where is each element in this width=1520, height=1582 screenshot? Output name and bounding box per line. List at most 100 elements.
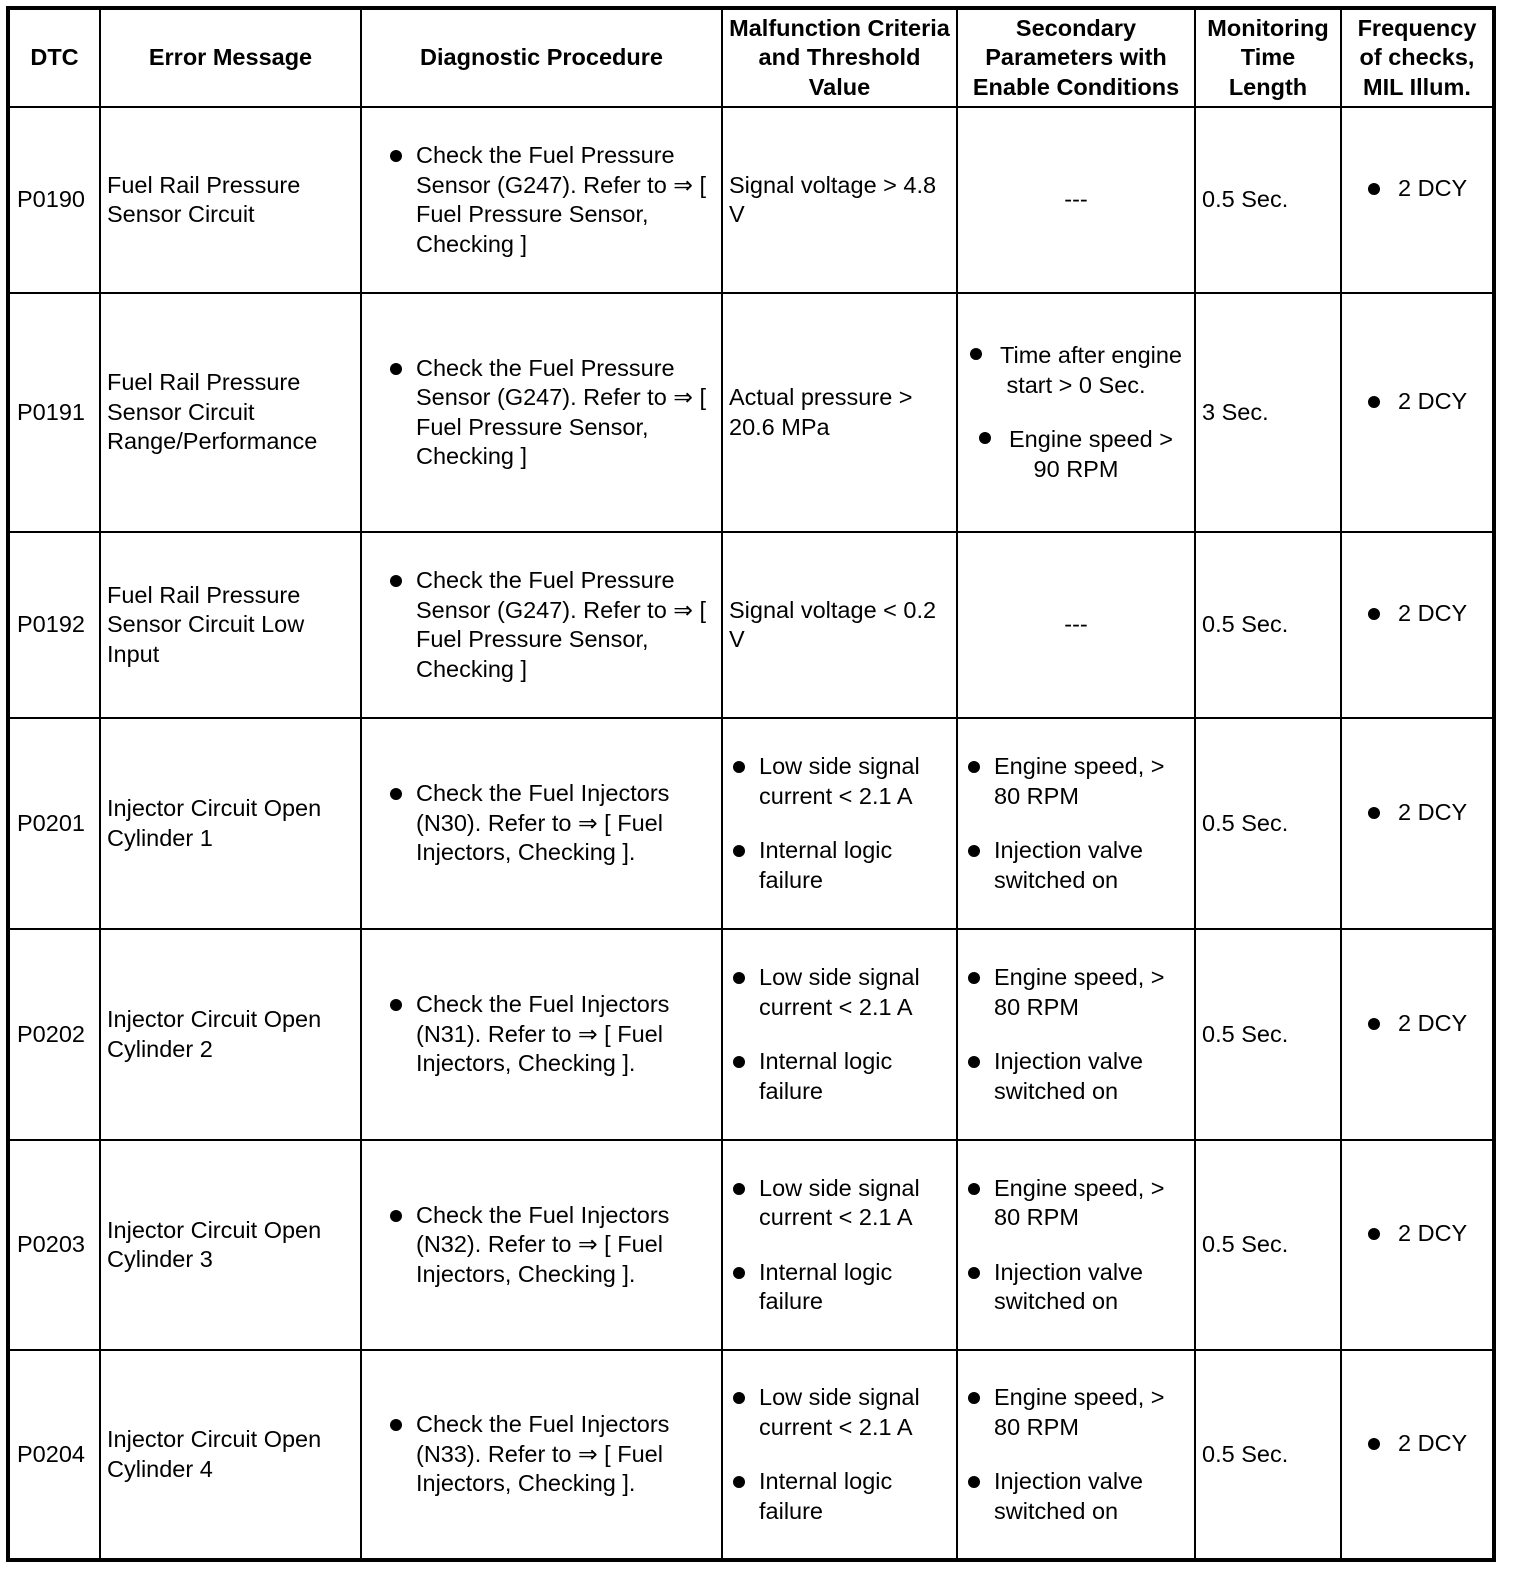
- dtc-code: P0202: [7, 928, 101, 1141]
- secondary-parameters: ---: [956, 531, 1196, 719]
- table-row: P0201 Injector Circuit Open Cylinder 1 Che…: [7, 717, 1495, 930]
- error-message: Injector Circuit Open Cylinder 4: [99, 1349, 362, 1561]
- bullet-item: Check the Fuel Pressure Sensor (G247). R…: [368, 354, 715, 472]
- diagnostic-procedure: Check the Fuel Injectors (N33). Refer to…: [360, 1349, 723, 1561]
- bullet-list: Check the Fuel Injectors (N31). Refer to…: [368, 990, 715, 1079]
- bullet-item: Internal logic failure: [729, 1467, 950, 1526]
- secondary-parameters: Engine speed, > 80 RPM Injection valve sw…: [956, 717, 1196, 930]
- bullet-item: Internal logic failure: [729, 1258, 950, 1317]
- frequency-mil: 2 DCY: [1340, 717, 1495, 930]
- bullet-text: Check the Fuel Injectors (N31). Refer to…: [416, 991, 670, 1077]
- frequency-mil: 2 DCY: [1340, 531, 1495, 719]
- bullet-list: Check the Fuel Injectors (N30). Refer to…: [368, 779, 715, 868]
- header-secondary-parameters: Secondary Parameters with Enable Conditi…: [956, 7, 1196, 108]
- dtc-code: P0190: [7, 106, 101, 294]
- header-monitoring-time: Monitoring Time Length: [1194, 7, 1342, 108]
- bullet-text: Check the Fuel Pressure Sensor (G247). R…: [416, 142, 707, 257]
- frequency-mil: 2 DCY: [1340, 292, 1495, 533]
- bullet-list: Check the Fuel Pressure Sensor (G247). R…: [368, 566, 715, 684]
- monitoring-time: 0.5 Sec.: [1194, 531, 1342, 719]
- bullet-list: Low side signal current < 2.1 A Internal …: [729, 752, 950, 895]
- bullet-list: Time after engine start > 0 Sec. Engine s…: [964, 341, 1188, 484]
- header-malfunction-criteria: Malfunction Criteria and Threshold Value: [721, 7, 958, 108]
- frequency-mil: 2 DCY: [1340, 106, 1495, 294]
- bullet-icon: [970, 347, 982, 360]
- bullet-text: Internal logic failure: [759, 1468, 893, 1524]
- bullet-list: Low side signal current < 2.1 A Internal …: [729, 1174, 950, 1317]
- header-row: DTC Error Message Diagnostic Procedure M…: [7, 7, 1495, 108]
- monitoring-time: 0.5 Sec.: [1194, 106, 1342, 294]
- bullet-text: Check the Fuel Injectors (N30). Refer to…: [416, 780, 670, 866]
- bullet-list: 2 DCY: [1348, 387, 1486, 417]
- bullet-item: 2 DCY: [1348, 798, 1486, 828]
- error-message: Fuel Rail Pressure Sensor Circuit Low In…: [99, 531, 362, 719]
- bullet-item: Injection valve switched on: [964, 1047, 1188, 1106]
- bullet-text: Low side signal current < 2.1 A: [759, 1384, 920, 1440]
- dtc-code: P0201: [7, 717, 101, 930]
- malfunction-criteria: Low side signal current < 2.1 A Internal …: [721, 1139, 958, 1351]
- bullet-item: Low side signal current < 2.1 A: [729, 1383, 950, 1442]
- diagnostic-procedure: Check the Fuel Pressure Sensor (G247). R…: [360, 292, 723, 533]
- bullet-text: Internal logic failure: [759, 1048, 893, 1104]
- bullet-list: 2 DCY: [1348, 1009, 1486, 1039]
- bullet-text: 2 DCY: [1398, 1009, 1468, 1036]
- bullet-text: Internal logic failure: [759, 837, 893, 893]
- bullet-item: Check the Fuel Pressure Sensor (G247). R…: [368, 141, 715, 259]
- bullet-text: Low side signal current < 2.1 A: [759, 964, 920, 1020]
- bullet-text: 2 DCY: [1398, 600, 1468, 627]
- bullet-list: Engine speed, > 80 RPM Injection valve sw…: [964, 963, 1188, 1106]
- bullet-text: Check the Fuel Pressure Sensor (G247). R…: [416, 354, 707, 470]
- bullet-list: 2 DCY: [1348, 1219, 1486, 1249]
- bullet-list: Check the Fuel Pressure Sensor (G247). R…: [368, 354, 715, 472]
- bullet-list: Check the Fuel Pressure Sensor (G247). R…: [368, 141, 715, 259]
- header-frequency: Frequency of checks, MIL Illum.: [1340, 7, 1495, 108]
- bullet-text: Check the Fuel Injectors (N32). Refer to…: [416, 1201, 670, 1287]
- table-row: P0203 Injector Circuit Open Cylinder 3 Che…: [7, 1139, 1495, 1351]
- error-message: Fuel Rail Pressure Sensor Circuit Range/…: [99, 292, 362, 533]
- bullet-text: Engine speed, > 80 RPM: [994, 1384, 1165, 1440]
- bullet-item: Internal logic failure: [729, 1047, 950, 1106]
- header-diagnostic-procedure: Diagnostic Procedure: [360, 7, 723, 108]
- error-message: Injector Circuit Open Cylinder 3: [99, 1139, 362, 1351]
- bullet-item: Low side signal current < 2.1 A: [729, 752, 950, 811]
- diagnostic-procedure: Check the Fuel Pressure Sensor (G247). R…: [360, 531, 723, 719]
- bullet-item: Check the Fuel Injectors (N31). Refer to…: [368, 990, 715, 1079]
- bullet-item: Check the Fuel Injectors (N30). Refer to…: [368, 779, 715, 868]
- bullet-list: Check the Fuel Injectors (N32). Refer to…: [368, 1201, 715, 1290]
- monitoring-time: 0.5 Sec.: [1194, 1349, 1342, 1561]
- diagnostic-procedure: Check the Fuel Injectors (N31). Refer to…: [360, 928, 723, 1141]
- malfunction-criteria: Signal voltage > 4.8 V: [721, 106, 958, 294]
- monitoring-time: 0.5 Sec.: [1194, 717, 1342, 930]
- bullet-text: Time after engine start > 0 Sec.: [1000, 342, 1182, 398]
- malfunction-criteria: Low side signal current < 2.1 A Internal …: [721, 1349, 958, 1561]
- bullet-list: Low side signal current < 2.1 A Internal …: [729, 963, 950, 1106]
- bullet-item: Engine speed, > 80 RPM: [964, 1383, 1188, 1442]
- malfunction-criteria: Low side signal current < 2.1 A Internal …: [721, 928, 958, 1141]
- secondary-parameters: Engine speed, > 80 RPM Injection valve sw…: [956, 1139, 1196, 1351]
- secondary-parameters: Engine speed, > 80 RPM Injection valve sw…: [956, 1349, 1196, 1561]
- bullet-list: 2 DCY: [1348, 798, 1486, 828]
- bullet-item: Low side signal current < 2.1 A: [729, 1174, 950, 1233]
- monitoring-time: 0.5 Sec.: [1194, 1139, 1342, 1351]
- bullet-item: Engine speed > 90 RPM: [964, 425, 1188, 484]
- table-row: P0190 Fuel Rail Pressure Sensor Circuit Ch…: [7, 106, 1495, 294]
- secondary-parameters: Engine speed, > 80 RPM Injection valve sw…: [956, 928, 1196, 1141]
- bullet-text: 2 DCY: [1398, 387, 1468, 414]
- bullet-item: Internal logic failure: [729, 836, 950, 895]
- bullet-item: 2 DCY: [1348, 1429, 1486, 1459]
- bullet-item: 2 DCY: [1348, 387, 1486, 417]
- frequency-mil: 2 DCY: [1340, 928, 1495, 1141]
- header-error-message: Error Message: [99, 7, 362, 108]
- bullet-item: Injection valve switched on: [964, 1467, 1188, 1526]
- bullet-text: Check the Fuel Pressure Sensor (G247). R…: [416, 567, 707, 682]
- secondary-parameters: Time after engine start > 0 Sec. Engine s…: [956, 292, 1196, 533]
- malfunction-criteria: Low side signal current < 2.1 A Internal …: [721, 717, 958, 930]
- bullet-text: Engine speed > 90 RPM: [1009, 426, 1173, 482]
- bullet-text: 2 DCY: [1398, 798, 1468, 825]
- dtc-code: P0192: [7, 531, 101, 719]
- bullet-text: Engine speed, > 80 RPM: [994, 1174, 1165, 1231]
- bullet-text: Engine speed, > 80 RPM: [994, 964, 1165, 1020]
- bullet-item: Injection valve switched on: [964, 836, 1188, 895]
- header-dtc: DTC: [7, 7, 101, 108]
- bullet-text: 2 DCY: [1398, 1220, 1468, 1247]
